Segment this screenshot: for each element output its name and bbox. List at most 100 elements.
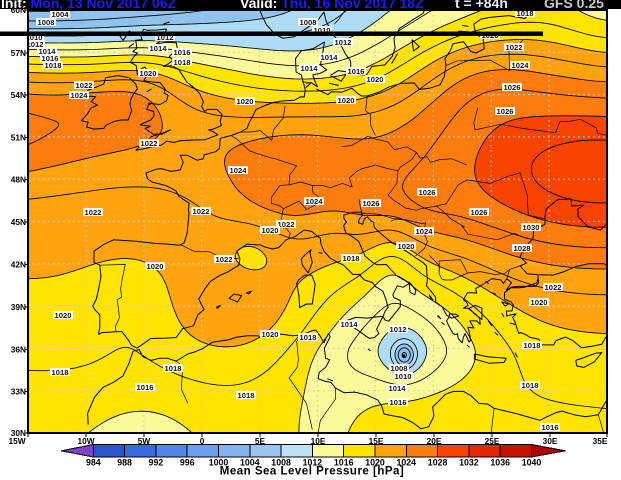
svg-text:1022: 1022 [193,207,210,216]
svg-text:35E: 35E [593,436,608,446]
svg-text:1024: 1024 [512,61,530,70]
svg-text:1010: 1010 [314,26,331,35]
svg-text:1040: 1040 [522,458,542,468]
svg-text:1020: 1020 [140,69,157,78]
svg-text:1026: 1026 [471,208,488,217]
svg-text:1028: 1028 [514,244,531,253]
svg-text:1022: 1022 [216,255,233,264]
svg-text:1020: 1020 [338,96,355,105]
svg-text:1018: 1018 [300,333,317,342]
svg-text:0: 0 [200,436,205,446]
svg-text:1018: 1018 [524,341,541,350]
svg-text:30N: 30N [11,428,26,438]
svg-text:1028: 1028 [428,458,448,468]
svg-text:1016: 1016 [390,398,407,407]
svg-text:1000: 1000 [209,458,229,468]
svg-text:1022: 1022 [85,208,102,217]
svg-text:1010: 1010 [395,372,412,381]
svg-text:1020: 1020 [365,458,385,468]
svg-text:48N: 48N [11,174,26,184]
svg-text:1004: 1004 [52,10,70,19]
svg-text:1008: 1008 [271,458,291,468]
svg-text:1020: 1020 [262,330,279,339]
svg-text:30E: 30E [543,436,558,446]
svg-text:10E: 10E [311,436,326,446]
svg-text:1008: 1008 [300,18,317,27]
svg-text:1026: 1026 [419,188,436,197]
svg-text:1026: 1026 [497,107,514,116]
svg-text:Init: Mon, 13 Nov 2017 06Z: Init: Mon, 13 Nov 2017 06Z [1,0,176,11]
svg-text:1032: 1032 [459,458,479,468]
svg-text:1020: 1020 [367,75,384,84]
svg-text:1036: 1036 [490,458,510,468]
svg-text:25E: 25E [485,436,500,446]
svg-text:984: 984 [86,458,101,468]
svg-text:1008: 1008 [391,364,408,373]
svg-text:1012: 1012 [303,458,323,468]
svg-text:1012: 1012 [27,40,44,49]
svg-text:1018: 1018 [238,391,255,400]
svg-text:10W: 10W [77,436,94,446]
svg-text:1016: 1016 [42,54,59,63]
svg-text:1022: 1022 [545,283,562,292]
svg-text:GFS 0.25: GFS 0.25 [544,0,604,11]
svg-text:39N: 39N [11,302,26,312]
svg-text:1020: 1020 [147,262,164,271]
svg-text:1012: 1012 [335,38,352,47]
svg-text:992: 992 [149,458,164,468]
svg-text:1014: 1014 [321,53,339,62]
svg-text:42N: 42N [11,259,26,269]
svg-text:Valid: Thu, 16 Nov 2017 18Z: Valid: Thu, 16 Nov 2017 18Z [240,0,424,11]
svg-text:1018: 1018 [343,254,360,263]
svg-text:1020: 1020 [531,298,548,307]
svg-text:20E: 20E [427,436,442,446]
svg-text:1022: 1022 [141,139,158,148]
svg-text:1018: 1018 [522,381,539,390]
svg-text:1014: 1014 [39,47,57,56]
svg-text:1016: 1016 [174,48,191,57]
svg-text:1014: 1014 [341,320,359,329]
svg-text:1018: 1018 [517,9,534,18]
svg-text:1014: 1014 [150,44,168,53]
svg-text:1020: 1020 [398,242,415,251]
svg-text:1030: 1030 [523,223,540,232]
svg-text:1022: 1022 [76,81,93,90]
svg-text:1016: 1016 [137,383,154,392]
svg-text:996: 996 [180,458,195,468]
svg-text:1014: 1014 [389,384,407,393]
svg-text:1018: 1018 [165,364,182,373]
svg-text:1020: 1020 [262,226,279,235]
svg-text:15W: 15W [8,436,25,446]
svg-text:1020: 1020 [237,97,254,106]
svg-text:15E: 15E [369,436,384,446]
svg-text:1016: 1016 [334,458,354,468]
svg-text:1024: 1024 [71,91,89,100]
svg-text:1018: 1018 [174,58,191,67]
svg-text:5W: 5W [138,436,151,446]
svg-text:54N: 54N [11,90,26,100]
svg-text:51N: 51N [11,132,26,142]
svg-text:1018: 1018 [52,368,69,377]
svg-text:1004: 1004 [240,458,260,468]
svg-text:1020: 1020 [55,311,72,320]
svg-text:1018: 1018 [45,61,62,70]
svg-text:1024: 1024 [306,197,324,206]
svg-text:1012: 1012 [390,325,407,334]
svg-text:45N: 45N [11,217,26,227]
svg-text:1016: 1016 [542,423,559,432]
svg-text:36N: 36N [11,344,26,354]
svg-text:1026: 1026 [363,199,380,208]
svg-text:1022: 1022 [278,220,295,229]
svg-text:1026: 1026 [504,83,521,92]
svg-text:1024: 1024 [416,227,434,236]
svg-text:1024: 1024 [397,458,417,468]
svg-text:60N: 60N [11,5,26,15]
svg-text:1010: 1010 [26,33,43,42]
svg-text:57N: 57N [11,48,26,58]
svg-text:988: 988 [117,458,132,468]
svg-text:t = +84h: t = +84h [455,0,508,11]
svg-text:1012: 1012 [157,33,174,42]
svg-text:1008: 1008 [38,18,55,27]
svg-text:5E: 5E [255,436,266,446]
svg-text:Mean Sea Level Pressure [hPa]: Mean Sea Level Pressure [hPa] [220,466,405,478]
